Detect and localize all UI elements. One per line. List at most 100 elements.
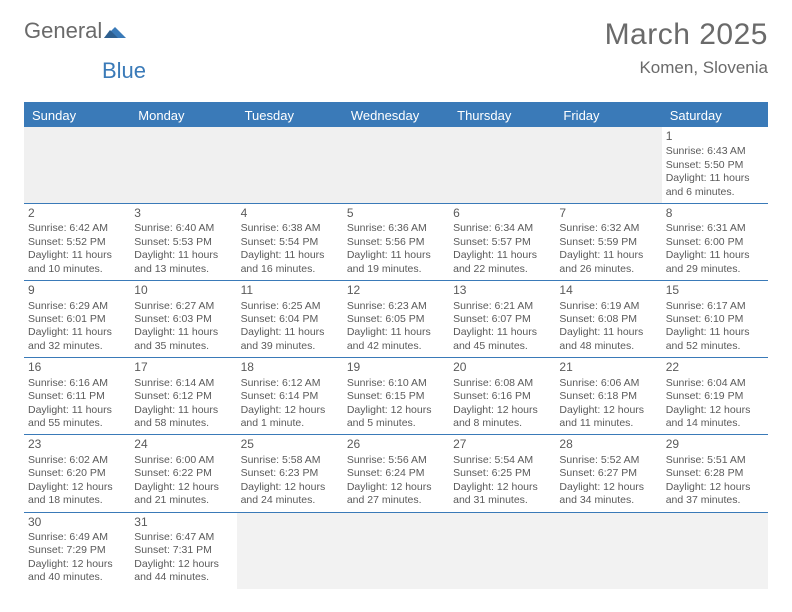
sunrise-text: Sunrise: 6:47 AM: [134, 531, 232, 544]
calendar-week: 2Sunrise: 6:42 AMSunset: 5:52 PM Daylight…: [24, 204, 768, 281]
sunrise-text: Sunrise: 6:31 AM: [666, 222, 764, 235]
sunrise-text: Sunrise: 6:19 AM: [559, 300, 657, 313]
day-number: 28: [559, 437, 657, 452]
flag-icon: [104, 24, 126, 38]
sunset-text: Sunset: 6:00 PM: [666, 236, 764, 249]
calendar-day: 21Sunrise: 6:06 AMSunset: 6:18 PMDayligh…: [555, 358, 661, 434]
month-title: March 2025: [605, 18, 768, 52]
calendar-week: 23Sunrise: 6:02 AMSunset: 6:20 PMDayligh…: [24, 435, 768, 512]
sunrise-text: Sunrise: 6:36 AM: [347, 222, 445, 235]
sunset-text: Sunset: 6:07 PM: [453, 313, 551, 326]
weekday-header: Sunday: [24, 104, 130, 127]
calendar-day: 9Sunrise: 6:29 AMSunset: 6:01 PMDaylight…: [24, 281, 130, 357]
calendar-day: 20Sunrise: 6:08 AMSunset: 6:16 PMDayligh…: [449, 358, 555, 434]
calendar-day: 18Sunrise: 6:12 AMSunset: 6:14 PMDayligh…: [237, 358, 343, 434]
sunrise-text: Sunrise: 6:25 AM: [241, 300, 339, 313]
calendar-day: 13Sunrise: 6:21 AMSunset: 6:07 PMDayligh…: [449, 281, 555, 357]
day-number: 30: [28, 515, 126, 530]
calendar-week: 30Sunrise: 6:49 AMSunset: 7:29 PMDayligh…: [24, 513, 768, 589]
day-number: 1: [666, 129, 764, 144]
calendar-day-blank: [24, 127, 130, 203]
calendar-day: 5Sunrise: 6:36 AMSunset: 5:56 PMDaylight…: [343, 204, 449, 280]
day-number: 5: [347, 206, 445, 221]
sunset-text: Sunset: 5:59 PM: [559, 236, 657, 249]
sunset-text: Sunset: 6:19 PM: [666, 390, 764, 403]
sunset-text: Sunset: 6:04 PM: [241, 313, 339, 326]
sunrise-text: Sunrise: 6:02 AM: [28, 454, 126, 467]
sunset-text: Sunset: 6:11 PM: [28, 390, 126, 403]
day-number: 14: [559, 283, 657, 298]
sunrise-text: Sunrise: 6:10 AM: [347, 377, 445, 390]
daylight-text: Daylight: 11 hours and 58 minutes.: [134, 404, 232, 431]
daylight-text: Daylight: 11 hours and 6 minutes.: [666, 172, 764, 199]
day-number: 22: [666, 360, 764, 375]
sunset-text: Sunset: 6:25 PM: [453, 467, 551, 480]
daylight-text: Daylight: 12 hours and 40 minutes.: [28, 558, 126, 585]
calendar-day: 14Sunrise: 6:19 AMSunset: 6:08 PMDayligh…: [555, 281, 661, 357]
day-number: 13: [453, 283, 551, 298]
sunrise-text: Sunrise: 6:32 AM: [559, 222, 657, 235]
sunset-text: Sunset: 6:18 PM: [559, 390, 657, 403]
daylight-text: Daylight: 12 hours and 27 minutes.: [347, 481, 445, 508]
daylight-text: Daylight: 11 hours and 52 minutes.: [666, 326, 764, 353]
sunrise-text: Sunrise: 5:58 AM: [241, 454, 339, 467]
calendar-day: 24Sunrise: 6:00 AMSunset: 6:22 PMDayligh…: [130, 435, 236, 511]
weekday-header-row: SundayMondayTuesdayWednesdayThursdayFrid…: [24, 104, 768, 127]
sunrise-text: Sunrise: 6:43 AM: [666, 145, 764, 158]
daylight-text: Daylight: 11 hours and 35 minutes.: [134, 326, 232, 353]
sunrise-text: Sunrise: 6:27 AM: [134, 300, 232, 313]
day-number: 7: [559, 206, 657, 221]
day-number: 17: [134, 360, 232, 375]
calendar-day: 3Sunrise: 6:40 AMSunset: 5:53 PMDaylight…: [130, 204, 236, 280]
sunset-text: Sunset: 5:56 PM: [347, 236, 445, 249]
day-number: 2: [28, 206, 126, 221]
daylight-text: Daylight: 12 hours and 14 minutes.: [666, 404, 764, 431]
sunset-text: Sunset: 6:24 PM: [347, 467, 445, 480]
weekday-header: Saturday: [662, 104, 768, 127]
sunrise-text: Sunrise: 5:52 AM: [559, 454, 657, 467]
weekday-header: Friday: [555, 104, 661, 127]
sunrise-text: Sunrise: 5:56 AM: [347, 454, 445, 467]
sunset-text: Sunset: 5:52 PM: [28, 236, 126, 249]
sunset-text: Sunset: 6:23 PM: [241, 467, 339, 480]
daylight-text: Daylight: 11 hours and 42 minutes.: [347, 326, 445, 353]
sunrise-text: Sunrise: 6:40 AM: [134, 222, 232, 235]
calendar-day: 29Sunrise: 5:51 AMSunset: 6:28 PMDayligh…: [662, 435, 768, 511]
calendar-week: 9Sunrise: 6:29 AMSunset: 6:01 PMDaylight…: [24, 281, 768, 358]
daylight-text: Daylight: 11 hours and 55 minutes.: [28, 404, 126, 431]
logo-word-general: General: [24, 18, 102, 44]
daylight-text: Daylight: 11 hours and 16 minutes.: [241, 249, 339, 276]
weekday-header: Tuesday: [237, 104, 343, 127]
calendar-day: 8Sunrise: 6:31 AMSunset: 6:00 PMDaylight…: [662, 204, 768, 280]
sunset-text: Sunset: 7:29 PM: [28, 544, 126, 557]
sunset-text: Sunset: 6:01 PM: [28, 313, 126, 326]
sunrise-text: Sunrise: 6:42 AM: [28, 222, 126, 235]
calendar-day: 4Sunrise: 6:38 AMSunset: 5:54 PMDaylight…: [237, 204, 343, 280]
sunrise-text: Sunrise: 6:17 AM: [666, 300, 764, 313]
daylight-text: Daylight: 11 hours and 45 minutes.: [453, 326, 551, 353]
sunrise-text: Sunrise: 6:06 AM: [559, 377, 657, 390]
daylight-text: Daylight: 11 hours and 19 minutes.: [347, 249, 445, 276]
calendar-day: 7Sunrise: 6:32 AMSunset: 5:59 PMDaylight…: [555, 204, 661, 280]
brand-logo: General: [24, 18, 128, 44]
calendar: SundayMondayTuesdayWednesdayThursdayFrid…: [24, 102, 768, 589]
day-number: 31: [134, 515, 232, 530]
daylight-text: Daylight: 12 hours and 37 minutes.: [666, 481, 764, 508]
day-number: 11: [241, 283, 339, 298]
calendar-day-blank: [555, 513, 661, 589]
sunset-text: Sunset: 5:53 PM: [134, 236, 232, 249]
weekday-header: Thursday: [449, 104, 555, 127]
weeks-container: 1Sunrise: 6:43 AMSunset: 5:50 PMDaylight…: [24, 127, 768, 589]
daylight-text: Daylight: 12 hours and 1 minute.: [241, 404, 339, 431]
calendar-day-blank: [662, 513, 768, 589]
day-number: 16: [28, 360, 126, 375]
calendar-day: 6Sunrise: 6:34 AMSunset: 5:57 PMDaylight…: [449, 204, 555, 280]
calendar-day: 15Sunrise: 6:17 AMSunset: 6:10 PMDayligh…: [662, 281, 768, 357]
sunrise-text: Sunrise: 6:34 AM: [453, 222, 551, 235]
calendar-day: 12Sunrise: 6:23 AMSunset: 6:05 PMDayligh…: [343, 281, 449, 357]
sunset-text: Sunset: 5:57 PM: [453, 236, 551, 249]
sunset-text: Sunset: 6:03 PM: [134, 313, 232, 326]
sunset-text: Sunset: 6:22 PM: [134, 467, 232, 480]
sunset-text: Sunset: 6:05 PM: [347, 313, 445, 326]
calendar-week: 1Sunrise: 6:43 AMSunset: 5:50 PMDaylight…: [24, 127, 768, 204]
